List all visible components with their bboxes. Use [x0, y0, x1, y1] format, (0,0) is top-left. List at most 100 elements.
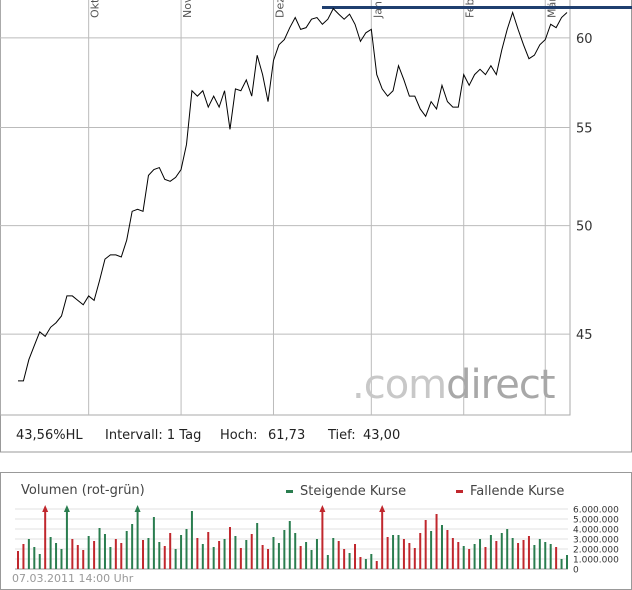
- volume-bar: [22, 544, 25, 569]
- volume-bar: [169, 533, 172, 569]
- stat-text: Intervall: 1 Tag: [105, 428, 201, 443]
- y-tick-label: 5.000.000: [573, 516, 619, 526]
- volume-bar: [185, 529, 188, 569]
- volume-bar: [239, 548, 242, 569]
- watermark: .comdirect: [352, 362, 555, 408]
- volume-bar: [566, 555, 568, 569]
- volume-bar: [142, 540, 145, 569]
- volume-bar: [413, 548, 416, 569]
- x-tick-label: Nov: [181, 0, 194, 18]
- volume-bar: [174, 549, 177, 569]
- volume-bar: [495, 541, 498, 569]
- volume-bar: [430, 531, 433, 569]
- x-tick-label: Jan: [371, 1, 384, 19]
- volume-bar: [201, 544, 204, 569]
- y-tick-label: 6.000.000: [573, 506, 619, 516]
- volume-bar: [207, 532, 210, 569]
- volume-bar: [60, 549, 63, 569]
- volume-bar: [87, 536, 90, 569]
- volume-bar: [424, 520, 427, 569]
- volume-bar: [33, 547, 36, 569]
- x-tick-label: Dez: [273, 0, 286, 18]
- volume-bar: [212, 547, 215, 569]
- volume-bar: [533, 545, 536, 569]
- y-tick-label: 2.000.000: [573, 546, 619, 556]
- volume-bar: [120, 543, 123, 569]
- volume-bar: [364, 559, 367, 569]
- stat-text: 43,00: [363, 428, 400, 443]
- volume-bar: [321, 511, 324, 569]
- stat-text: Tief:: [327, 428, 356, 443]
- volume-bar: [397, 535, 400, 569]
- volume-bar: [419, 533, 422, 569]
- volume-bar: [489, 535, 492, 569]
- volume-bar: [261, 545, 264, 569]
- volume-bar: [93, 541, 96, 569]
- volume-bar: [522, 540, 525, 569]
- volume-bar: [294, 533, 297, 569]
- volume-bar: [517, 543, 520, 569]
- x-tick-label: Feb: [464, 0, 477, 18]
- volume-bar: [381, 511, 384, 569]
- volume-bar: [326, 555, 329, 569]
- stat-text: 43,56%HL: [16, 428, 83, 443]
- volume-bar: [131, 524, 134, 569]
- volume-bar: [250, 534, 253, 569]
- y-tick-label: 45: [576, 328, 593, 343]
- volume-bar: [462, 546, 465, 569]
- overflow-arrow: [134, 505, 141, 512]
- volume-bar: [359, 557, 362, 569]
- volume-bar: [267, 549, 270, 569]
- overflow-arrow: [379, 505, 386, 512]
- volume-bar: [386, 537, 389, 569]
- volume-bar: [506, 529, 509, 569]
- volume-bar: [76, 545, 79, 569]
- volume-bar: [44, 511, 47, 569]
- volume-bar: [152, 517, 155, 569]
- legend-marker: [456, 490, 463, 493]
- volume-bar: [435, 514, 438, 569]
- volume-bar: [560, 559, 563, 569]
- volume-bar: [190, 511, 193, 569]
- volume-bar: [511, 538, 514, 569]
- legend-marker: [286, 490, 293, 493]
- volume-bar: [38, 554, 41, 569]
- volume-bar: [49, 537, 52, 569]
- y-tick-label: 1.000.000: [573, 556, 619, 566]
- volume-bar: [555, 547, 558, 569]
- x-tick-label: Okt: [89, 0, 102, 18]
- volume-bar: [218, 541, 221, 569]
- volume-bar: [109, 547, 112, 569]
- watermark-part: direct: [446, 362, 555, 408]
- volume-bar: [245, 540, 248, 569]
- y-tick-label: 3.000.000: [573, 536, 619, 546]
- watermark-part: .com: [352, 362, 446, 408]
- volume-bar: [305, 542, 308, 569]
- y-tick-label: 55: [576, 121, 593, 136]
- volume-bar: [544, 542, 547, 569]
- volume-bar: [408, 543, 411, 569]
- volume-bar: [71, 539, 74, 569]
- volume-bar: [538, 539, 541, 569]
- volume-bar: [348, 553, 351, 569]
- volume-bar: [402, 539, 405, 569]
- volume-bar: [479, 539, 482, 569]
- volume-bar: [392, 535, 395, 569]
- volume-bar: [473, 544, 476, 569]
- y-tick-label: 50: [576, 220, 593, 235]
- volume-bar: [283, 530, 286, 569]
- volume-bar: [125, 531, 128, 569]
- plot-frame: [0, 0, 571, 416]
- price-line: [18, 7, 568, 382]
- timestamp: 07.03.2011 14:00 Uhr: [12, 572, 134, 585]
- volume-bar: [65, 511, 68, 569]
- volume-title: Volumen (rot-grün): [21, 483, 145, 498]
- y-tick-label: 4.000.000: [573, 526, 619, 536]
- volume-bar: [163, 546, 166, 569]
- volume-bar: [315, 539, 318, 569]
- volume-bar: [272, 537, 275, 569]
- x-tick-label: Mär: [545, 0, 558, 18]
- volume-bar: [158, 542, 161, 569]
